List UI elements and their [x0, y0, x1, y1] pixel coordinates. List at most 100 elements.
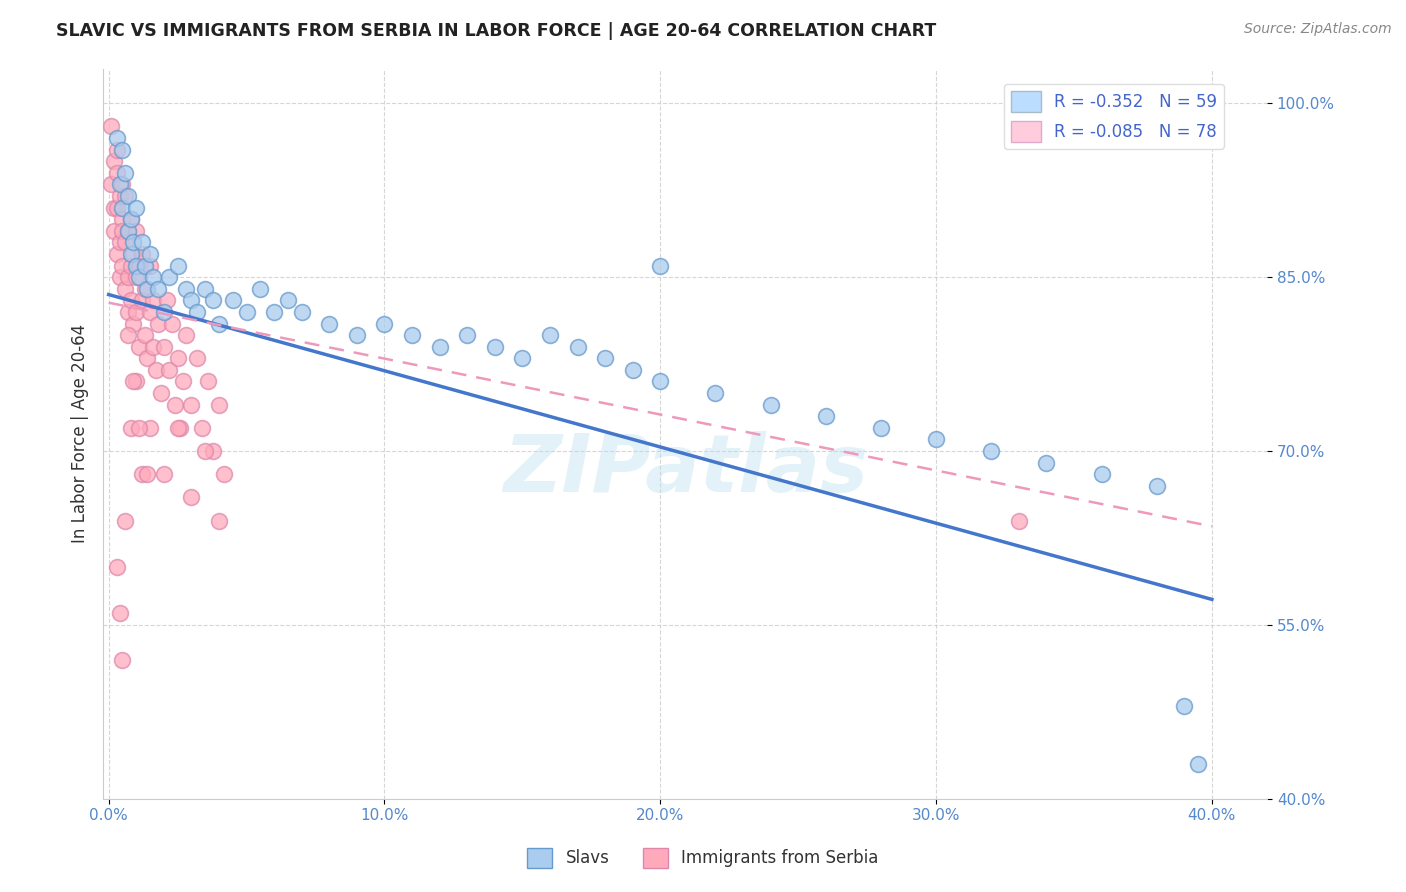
Point — [208, 514, 231, 528]
Point — [103, 154, 125, 169]
Point — [174, 282, 197, 296]
Text: ZIPatlas: ZIPatlas — [502, 431, 868, 509]
Point — [650, 375, 672, 389]
Point — [222, 293, 245, 308]
Point — [120, 247, 142, 261]
Point — [105, 143, 128, 157]
Point — [125, 224, 148, 238]
Point — [318, 317, 340, 331]
Point — [174, 328, 197, 343]
Point — [131, 293, 153, 308]
Point — [108, 270, 131, 285]
Point — [108, 607, 131, 621]
Point — [108, 235, 131, 250]
Point — [131, 467, 153, 482]
Point — [197, 375, 219, 389]
Point — [125, 270, 148, 285]
Point — [186, 305, 208, 319]
Point — [134, 282, 156, 296]
Point — [180, 491, 202, 505]
Point — [202, 444, 225, 458]
Point — [125, 201, 148, 215]
Point — [277, 293, 299, 308]
Point — [100, 120, 122, 134]
Point — [153, 305, 176, 319]
Point — [111, 201, 134, 215]
Point — [186, 351, 208, 366]
Point — [157, 363, 180, 377]
Point — [111, 653, 134, 667]
Point — [128, 340, 150, 354]
Point — [134, 259, 156, 273]
Point — [125, 305, 148, 319]
Point — [142, 340, 165, 354]
Point — [117, 189, 139, 203]
Point — [1035, 456, 1057, 470]
Point — [291, 305, 314, 319]
Point — [117, 224, 139, 238]
Point — [136, 282, 159, 296]
Point — [1090, 467, 1112, 482]
Point — [235, 305, 257, 319]
Point — [373, 317, 395, 331]
Point — [105, 560, 128, 574]
Point — [1008, 514, 1031, 528]
Point — [111, 143, 134, 157]
Point — [105, 131, 128, 145]
Point — [122, 235, 145, 250]
Point — [105, 166, 128, 180]
Point — [759, 398, 782, 412]
Point — [249, 282, 271, 296]
Point — [111, 212, 134, 227]
Point — [157, 270, 180, 285]
Point — [166, 351, 188, 366]
Point — [120, 293, 142, 308]
Point — [180, 293, 202, 308]
Point — [142, 270, 165, 285]
Point — [120, 212, 142, 227]
Point — [114, 166, 136, 180]
Point — [139, 421, 162, 435]
Point — [128, 270, 150, 285]
Point — [148, 317, 170, 331]
Point — [128, 259, 150, 273]
Point — [103, 224, 125, 238]
Point — [567, 340, 589, 354]
Point — [925, 433, 948, 447]
Point — [704, 386, 727, 401]
Point — [108, 189, 131, 203]
Point — [122, 247, 145, 261]
Point — [180, 398, 202, 412]
Point — [100, 178, 122, 192]
Point — [114, 514, 136, 528]
Point — [194, 282, 217, 296]
Point — [163, 398, 186, 412]
Point — [980, 444, 1002, 458]
Point — [136, 351, 159, 366]
Point — [263, 305, 285, 319]
Text: SLAVIC VS IMMIGRANTS FROM SERBIA IN LABOR FORCE | AGE 20-64 CORRELATION CHART: SLAVIC VS IMMIGRANTS FROM SERBIA IN LABO… — [56, 22, 936, 40]
Point — [346, 328, 368, 343]
Point — [214, 467, 236, 482]
Point — [153, 340, 176, 354]
Y-axis label: In Labor Force | Age 20-64: In Labor Force | Age 20-64 — [72, 324, 89, 543]
Legend: Slavs, Immigrants from Serbia: Slavs, Immigrants from Serbia — [520, 841, 886, 875]
Point — [117, 270, 139, 285]
Point — [621, 363, 644, 377]
Point — [208, 317, 231, 331]
Point — [593, 351, 616, 366]
Point — [108, 178, 131, 192]
Point — [125, 259, 148, 273]
Point — [166, 421, 188, 435]
Point — [122, 317, 145, 331]
Point — [429, 340, 451, 354]
Point — [1173, 699, 1195, 714]
Point — [1146, 479, 1168, 493]
Point — [166, 259, 188, 273]
Point — [870, 421, 893, 435]
Point — [208, 398, 231, 412]
Point — [160, 317, 183, 331]
Point — [105, 247, 128, 261]
Point — [145, 363, 167, 377]
Point — [131, 235, 153, 250]
